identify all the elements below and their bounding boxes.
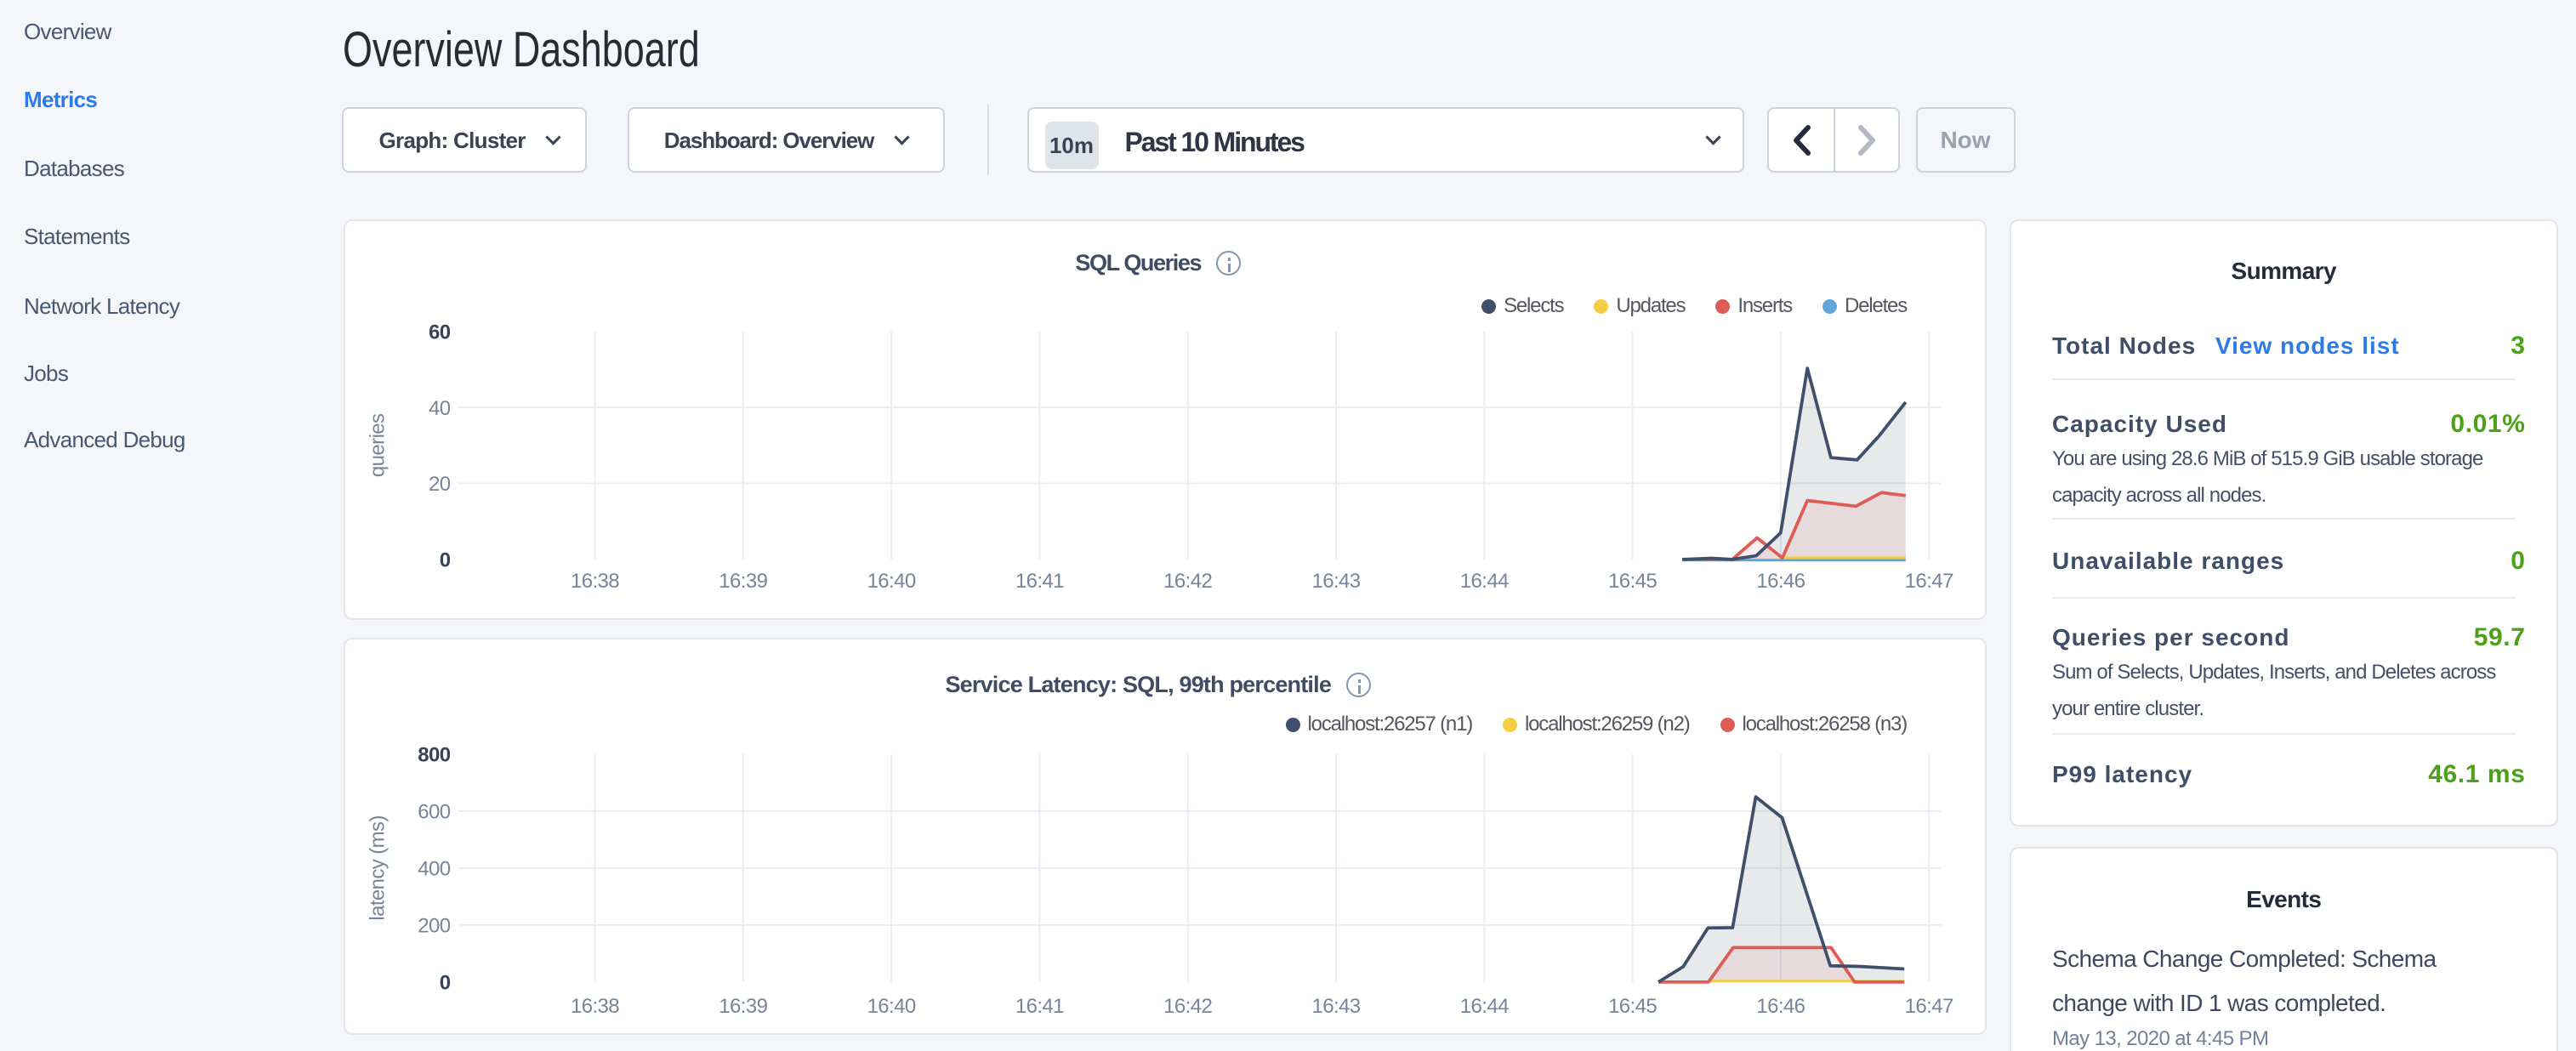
- svg-text:16:42: 16:42: [1163, 570, 1212, 593]
- svg-text:16:40: 16:40: [867, 570, 915, 593]
- svg-text:400: 400: [418, 858, 450, 881]
- svg-text:16:46: 16:46: [1756, 570, 1805, 593]
- svg-text:0: 0: [439, 549, 450, 572]
- svg-text:latency (ms): latency (ms): [366, 816, 389, 922]
- svg-text:16:47: 16:47: [1904, 995, 1953, 1018]
- svg-text:16:41: 16:41: [1015, 995, 1063, 1018]
- svg-text:40: 40: [429, 397, 451, 420]
- svg-text:queries: queries: [366, 413, 389, 477]
- svg-text:0: 0: [439, 972, 450, 995]
- svg-text:16:38: 16:38: [570, 995, 618, 1018]
- svg-text:16:43: 16:43: [1311, 570, 1360, 593]
- svg-text:20: 20: [429, 474, 451, 497]
- svg-text:800: 800: [418, 744, 450, 767]
- svg-text:16:40: 16:40: [867, 995, 915, 1018]
- svg-text:16:39: 16:39: [719, 570, 767, 593]
- svg-text:200: 200: [418, 915, 450, 938]
- svg-text:16:38: 16:38: [570, 570, 618, 593]
- svg-text:16:39: 16:39: [719, 995, 767, 1018]
- svg-text:16:47: 16:47: [1904, 570, 1953, 593]
- svg-text:600: 600: [418, 801, 450, 824]
- svg-text:16:45: 16:45: [1608, 995, 1657, 1018]
- svg-text:16:42: 16:42: [1163, 995, 1212, 1018]
- svg-text:16:41: 16:41: [1015, 570, 1063, 593]
- svg-text:16:44: 16:44: [1459, 570, 1508, 593]
- svg-text:16:43: 16:43: [1311, 995, 1360, 1018]
- svg-text:60: 60: [429, 321, 451, 344]
- svg-text:16:46: 16:46: [1756, 995, 1805, 1018]
- svg-text:16:45: 16:45: [1608, 570, 1657, 593]
- svg-text:16:44: 16:44: [1459, 995, 1508, 1018]
